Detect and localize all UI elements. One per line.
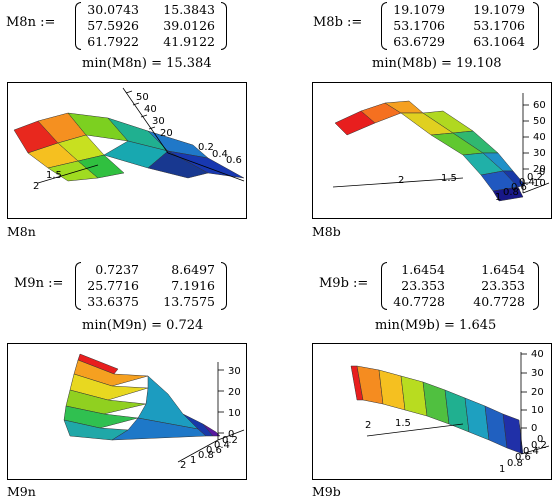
matrix-label-m8b: M8b := bbox=[313, 15, 363, 30]
x-tick: 0.4 bbox=[523, 446, 539, 457]
x-tick: 0.8 bbox=[503, 187, 519, 198]
matrix-cell: 23.353 bbox=[401, 278, 445, 293]
matrix-label-m9b: M9b := bbox=[319, 276, 369, 291]
plot-caption-m8b: M8b bbox=[312, 224, 341, 239]
matrix-cell: 19.1079 bbox=[393, 2, 445, 17]
z-tick: 40 bbox=[533, 132, 546, 143]
matrix-cell: 40.7728 bbox=[473, 294, 525, 309]
x-tick: 0.2 bbox=[198, 142, 214, 153]
matrix-cell: 57.5926 bbox=[87, 18, 139, 33]
x-tick: 0 bbox=[537, 434, 543, 445]
x-tick: 1 bbox=[495, 192, 501, 203]
matrix-cell: 0.7237 bbox=[95, 262, 139, 277]
z-tick: 10 bbox=[531, 405, 544, 416]
matrix-cell: 63.6729 bbox=[393, 34, 445, 49]
z-tick: 50 bbox=[533, 116, 546, 127]
z-tick: 30 bbox=[152, 116, 165, 127]
surface-m9b bbox=[350, 365, 524, 455]
matrix-cell: 39.0126 bbox=[163, 18, 215, 33]
y-tick: 1.5 bbox=[441, 173, 457, 184]
matrix-label-m8n: M8n := bbox=[6, 15, 56, 30]
min-result-m8n: min(M8n) = 15.384 bbox=[82, 56, 212, 71]
x-tick: 0.6 bbox=[206, 445, 222, 456]
matrix-m8b: 19.1079 19.1079 53.1706 53.1706 63.6729 … bbox=[381, 2, 539, 50]
z-tick: 30 bbox=[531, 368, 544, 379]
plot-caption-m9b: M9b bbox=[312, 484, 341, 499]
x-tick: 0 bbox=[539, 167, 545, 178]
axes-m9b bbox=[366, 352, 550, 455]
x-tick: 0.4 bbox=[519, 177, 535, 188]
matrix-cell: 61.7922 bbox=[87, 34, 139, 49]
matrix-cell: 63.1064 bbox=[473, 34, 525, 49]
plot-m8n[interactable]: 50 40 30 20 0.2 0.4 0.6 1.5 2 bbox=[7, 82, 247, 219]
z-tick: 30 bbox=[228, 366, 241, 377]
x-tick: 0.2 bbox=[527, 172, 543, 183]
matrix-cell: 40.7728 bbox=[393, 294, 445, 309]
z-tick: 60 bbox=[533, 100, 546, 111]
z-tick: 20 bbox=[228, 387, 241, 398]
min-result-m8b: min(M8b) = 19.108 bbox=[372, 56, 502, 71]
x-tick: 0.6 bbox=[511, 182, 527, 193]
z-tick: 20 bbox=[160, 128, 173, 139]
x-tick: 1 bbox=[190, 455, 196, 466]
x-tick: 0.4 bbox=[214, 440, 230, 451]
z-tick: 20 bbox=[533, 164, 546, 175]
y-tick: 2 bbox=[180, 460, 186, 471]
y-tick: 2 bbox=[398, 175, 404, 186]
matrix-cell: 15.3843 bbox=[163, 2, 215, 17]
z-tick: 20 bbox=[531, 387, 544, 398]
x-tick: 0.6 bbox=[515, 452, 531, 463]
y-tick: 2 bbox=[365, 420, 371, 431]
matrix-cell: 30.0743 bbox=[87, 2, 139, 17]
plot-m9n[interactable]: 30 20 10 0 0.2 0.4 0.6 0.8 1 2 bbox=[7, 343, 247, 480]
surface-m8n bbox=[13, 112, 245, 182]
x-tick: 0.4 bbox=[212, 149, 228, 160]
surface-m8b bbox=[334, 100, 526, 202]
matrix-cell: 41.9122 bbox=[163, 34, 215, 49]
matrix-cell: 7.1916 bbox=[171, 278, 215, 293]
z-tick: 30 bbox=[533, 148, 546, 159]
x-tick: 0 bbox=[228, 429, 234, 440]
matrix-cell: 1.6454 bbox=[401, 262, 445, 277]
plot-m9b[interactable]: 40 30 20 10 0 2 1.5 0 0.2 0.4 0.6 0.8 1 bbox=[312, 343, 552, 480]
matrix-m8n: 30.0743 15.3843 57.5926 39.0126 61.7922 … bbox=[75, 2, 227, 50]
axes-m9n bbox=[177, 362, 245, 463]
matrix-cell: 13.7575 bbox=[163, 294, 215, 309]
y-tick: 1.5 bbox=[46, 170, 62, 181]
x-tick: 1 bbox=[499, 464, 505, 475]
z-tick: 10 bbox=[228, 408, 241, 419]
matrix-cell: 53.1706 bbox=[473, 18, 525, 33]
surface-m9n bbox=[63, 353, 221, 441]
matrix-label-m9n: M9n := bbox=[14, 276, 64, 291]
z-tick: 40 bbox=[531, 349, 544, 360]
z-tick: 50 bbox=[136, 92, 149, 103]
matrix-cell: 1.6454 bbox=[481, 262, 525, 277]
matrix-m9b: 1.6454 1.6454 23.353 23.353 40.7728 40.7… bbox=[381, 262, 539, 310]
plot-m8b[interactable]: 60 50 40 30 20 10 2 1.5 0 0.2 0.4 0.6 0.… bbox=[312, 82, 552, 219]
x-tick: 0.8 bbox=[507, 458, 523, 469]
z-tick: 0 bbox=[531, 423, 537, 434]
x-tick: 0.6 bbox=[226, 155, 242, 166]
y-tick: 2 bbox=[33, 181, 39, 192]
plot-caption-m8n: M8n bbox=[7, 224, 36, 239]
axes-m8n bbox=[37, 87, 245, 184]
z-tick: 10 bbox=[533, 178, 546, 189]
matrix-cell: 25.7716 bbox=[87, 278, 139, 293]
min-result-m9b: min(M9b) = 1.645 bbox=[375, 318, 497, 333]
z-tick: 40 bbox=[144, 104, 157, 115]
matrix-cell: 8.6497 bbox=[171, 262, 215, 277]
matrix-cell: 33.6375 bbox=[87, 294, 139, 309]
plot-caption-m9n: M9n bbox=[7, 484, 36, 499]
x-tick: 0.2 bbox=[531, 440, 547, 451]
min-result-m9n: min(M9n) = 0.724 bbox=[82, 318, 204, 333]
matrix-cell: 19.1079 bbox=[473, 2, 525, 17]
axes-m8b bbox=[332, 93, 550, 194]
x-tick: 0.2 bbox=[222, 435, 238, 446]
matrix-cell: 23.353 bbox=[481, 278, 525, 293]
matrix-cell: 53.1706 bbox=[393, 18, 445, 33]
y-tick: 1.5 bbox=[395, 418, 411, 429]
x-tick: 0.8 bbox=[198, 450, 214, 461]
matrix-m9n: 0.7237 8.6497 25.7716 7.1916 33.6375 13.… bbox=[75, 262, 227, 310]
